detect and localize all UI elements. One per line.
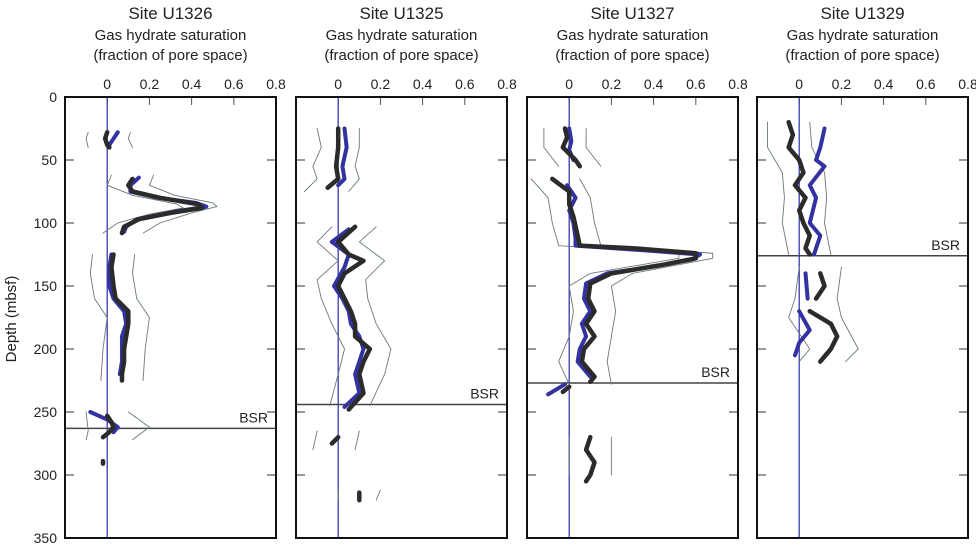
black-saturation-line [550,176,699,385]
panel-frame [756,96,969,539]
black-saturation-line [102,130,112,150]
lower-bound-line [312,430,318,451]
x-axis-label-line2: (fraction of pore space) [324,47,478,64]
upper-bound-line [809,121,832,255]
y-tick-label: 50 [41,152,57,168]
y-tick-label: 150 [34,278,58,294]
bsr-label: BSR [931,237,960,253]
x-tick-label: 0.6 [916,76,936,92]
panel-site-u1325: Site U1325 Gas hydrate saturation (fractio… [295,4,517,539]
lower-bound-line [788,266,811,363]
lower-bound-line [102,174,184,234]
black-saturation-line [583,434,597,484]
y-tick-label: 0 [49,89,57,105]
bsr-label: BSR [701,364,730,380]
upper-bound-line [127,131,133,148]
x-tick-label: 0.8 [497,76,517,92]
lower-bound-line [85,131,89,148]
x-tick-label: 0 [795,76,803,92]
blue-saturation-line [803,271,810,301]
panel-frame [526,96,739,539]
bsr-label: BSR [470,385,499,401]
x-axis-label-line1: Gas hydrate saturation [787,27,939,44]
panel-title: Site U1329 [820,4,904,23]
x-axis-label-line2: (fraction of pore space) [93,47,247,64]
lower-bound-line [303,128,322,192]
upper-bound-line [354,430,360,451]
x-tick-label: 0.2 [832,76,852,92]
x-tick-label: 0.4 [644,76,664,92]
panel-frame [295,96,508,539]
upper-bound-line [375,489,381,501]
x-tick-label: 0.2 [140,76,160,92]
black-saturation-line [325,126,341,190]
upper-bound-line [142,174,218,234]
panel-site-u1326: Site U1326 Gas hydrate saturation (fractio… [64,4,286,539]
x-axis-label-line1: Gas hydrate saturation [95,27,247,44]
x-tick-label: 0.6 [455,76,475,92]
bsr-label: BSR [239,409,268,425]
x-axis-label-line1: Gas hydrate saturation [557,27,709,44]
panel-title: Site U1326 [128,4,212,23]
blue-saturation-line [807,126,827,257]
lower-bound-line [530,178,680,385]
blue-saturation-line [107,130,120,150]
blue-saturation-line [792,309,812,358]
x-tick-label: 0.2 [371,76,391,92]
x-tick-label: 0 [565,76,573,92]
black-saturation-line [786,119,812,257]
black-saturation-line [813,271,827,301]
x-tick-label: 0.8 [266,76,286,92]
x-axis-label-line2: (fraction of pore space) [785,47,939,64]
y-tick-label: 100 [34,215,58,231]
x-tick-label: 0.4 [182,76,202,92]
x-tick-label: 0.8 [728,76,748,92]
lower-bound-line [543,128,560,167]
upper-bound-line [132,254,150,381]
x-tick-label: 0.8 [958,76,976,92]
x-tick-label: 0.4 [874,76,894,92]
black-saturation-line [560,384,572,395]
blue-saturation-line [546,382,567,397]
x-tick-label: 0 [103,76,111,92]
black-saturation-line [100,413,116,440]
y-axis-label: Depth (mbsf) [3,276,20,363]
upper-bound-line [579,178,714,385]
upper-bound-line [348,128,360,192]
panel-site-u1329: Site U1329 Gas hydrate saturation (fractio… [756,4,976,539]
y-tick-label: 200 [34,341,58,357]
x-tick-label: 0.6 [224,76,244,92]
x-axis-label-line1: Gas hydrate saturation [326,27,478,44]
panel-site-u1327: Site U1327 Gas hydrate saturation (fractio… [526,4,748,539]
lower-bound-line [316,226,345,407]
upper-bound-line [358,226,392,407]
upper-bound-line [585,128,602,167]
panel-title: Site U1327 [590,4,674,23]
black-saturation-line [109,252,131,383]
lower-bound-line [767,121,790,255]
black-saturation-line [329,434,341,446]
x-tick-label: 0.6 [686,76,706,92]
panel-title: Site U1325 [359,4,443,23]
y-tick-label: 300 [34,467,58,483]
x-tick-label: 0.4 [413,76,433,92]
panel-frame [64,96,277,539]
black-saturation-line [335,224,373,412]
black-saturation-line [807,308,840,364]
lower-bound-line [89,254,108,381]
x-axis-label-line2: (fraction of pore space) [555,47,709,64]
x-tick-label: 0.2 [602,76,622,92]
black-saturation-line [560,126,582,169]
x-tick-label: 0 [334,76,342,92]
blue-saturation-line [336,126,349,188]
black-saturation-line [119,176,205,236]
lower-bound-line [85,411,89,441]
y-tick-label: 250 [34,404,58,420]
upper-bound-line [836,266,859,363]
y-tick-label: 350 [34,530,58,546]
upper-bound-line [127,411,150,441]
